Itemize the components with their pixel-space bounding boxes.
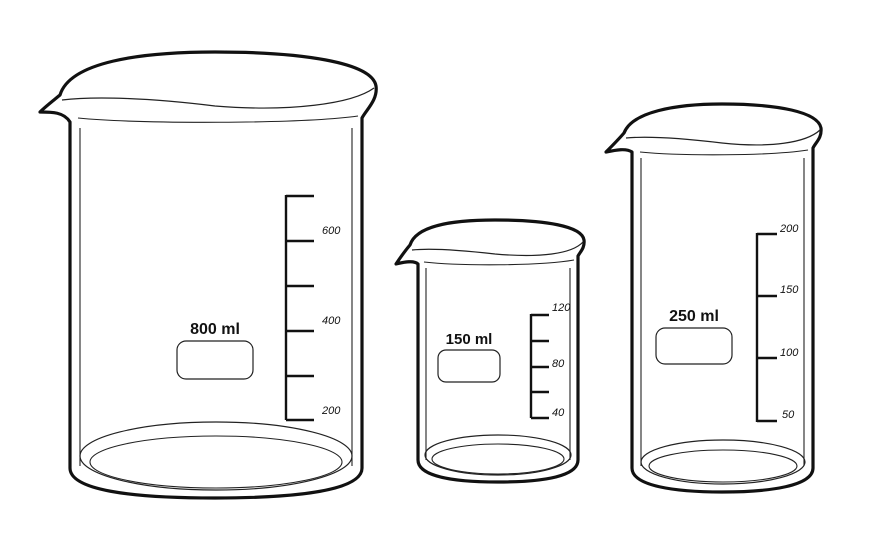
beaker-800ml-rim-lip bbox=[61, 87, 375, 109]
beaker-150ml-scale-label: 40 bbox=[552, 407, 565, 419]
beaker-800ml-base-outer bbox=[79, 421, 353, 491]
beaker-150ml: 150 ml 120 80 40 bbox=[394, 218, 586, 484]
beaker-800ml-scale-label: 600 bbox=[322, 225, 341, 237]
beaker-150ml-label-box bbox=[437, 349, 501, 383]
beaker-250ml-scale-label: 50 bbox=[782, 409, 795, 421]
beaker-150ml-rim-line bbox=[423, 259, 575, 266]
beaker-250ml-body bbox=[604, 102, 823, 494]
beaker-800ml-capacity: 800 ml bbox=[190, 321, 240, 338]
beaker-150ml-capacity: 150 ml bbox=[446, 331, 493, 348]
beaker-800ml: 800 ml 600 400 200 bbox=[38, 50, 378, 500]
beaker-250ml-rim-lip bbox=[625, 129, 821, 146]
beaker-250ml-scale-label: 200 bbox=[779, 223, 799, 235]
beaker-250ml-base-inner bbox=[648, 449, 798, 483]
beaker-800ml-body bbox=[38, 50, 378, 500]
beaker-150ml-scale-label: 120 bbox=[552, 302, 571, 314]
beaker-250ml-scale-label: 100 bbox=[780, 347, 799, 359]
beaker-800ml-rim-line bbox=[77, 115, 359, 123]
beaker-150ml-rim-lip bbox=[411, 241, 584, 257]
beaker-800ml-label-box bbox=[176, 340, 254, 380]
beaker-150ml-base-inner bbox=[431, 443, 565, 475]
beaker-250ml: 250 ml 200 150 100 50 bbox=[604, 102, 823, 494]
beaker-250ml-rim-line bbox=[639, 149, 809, 156]
beaker-250ml-capacity: 250 ml bbox=[669, 308, 719, 325]
beaker-150ml-base-outer bbox=[424, 434, 572, 476]
beaker-800ml-base-inner bbox=[89, 435, 343, 489]
beaker-250ml-base-outer bbox=[640, 439, 806, 485]
beaker-250ml-scale-label: 150 bbox=[780, 284, 799, 296]
beaker-800ml-scale-label: 200 bbox=[321, 405, 341, 417]
beaker-250ml-label-box bbox=[655, 327, 733, 365]
beaker-150ml-scale-label: 80 bbox=[552, 358, 565, 370]
beaker-800ml-scale-label: 400 bbox=[322, 315, 341, 327]
